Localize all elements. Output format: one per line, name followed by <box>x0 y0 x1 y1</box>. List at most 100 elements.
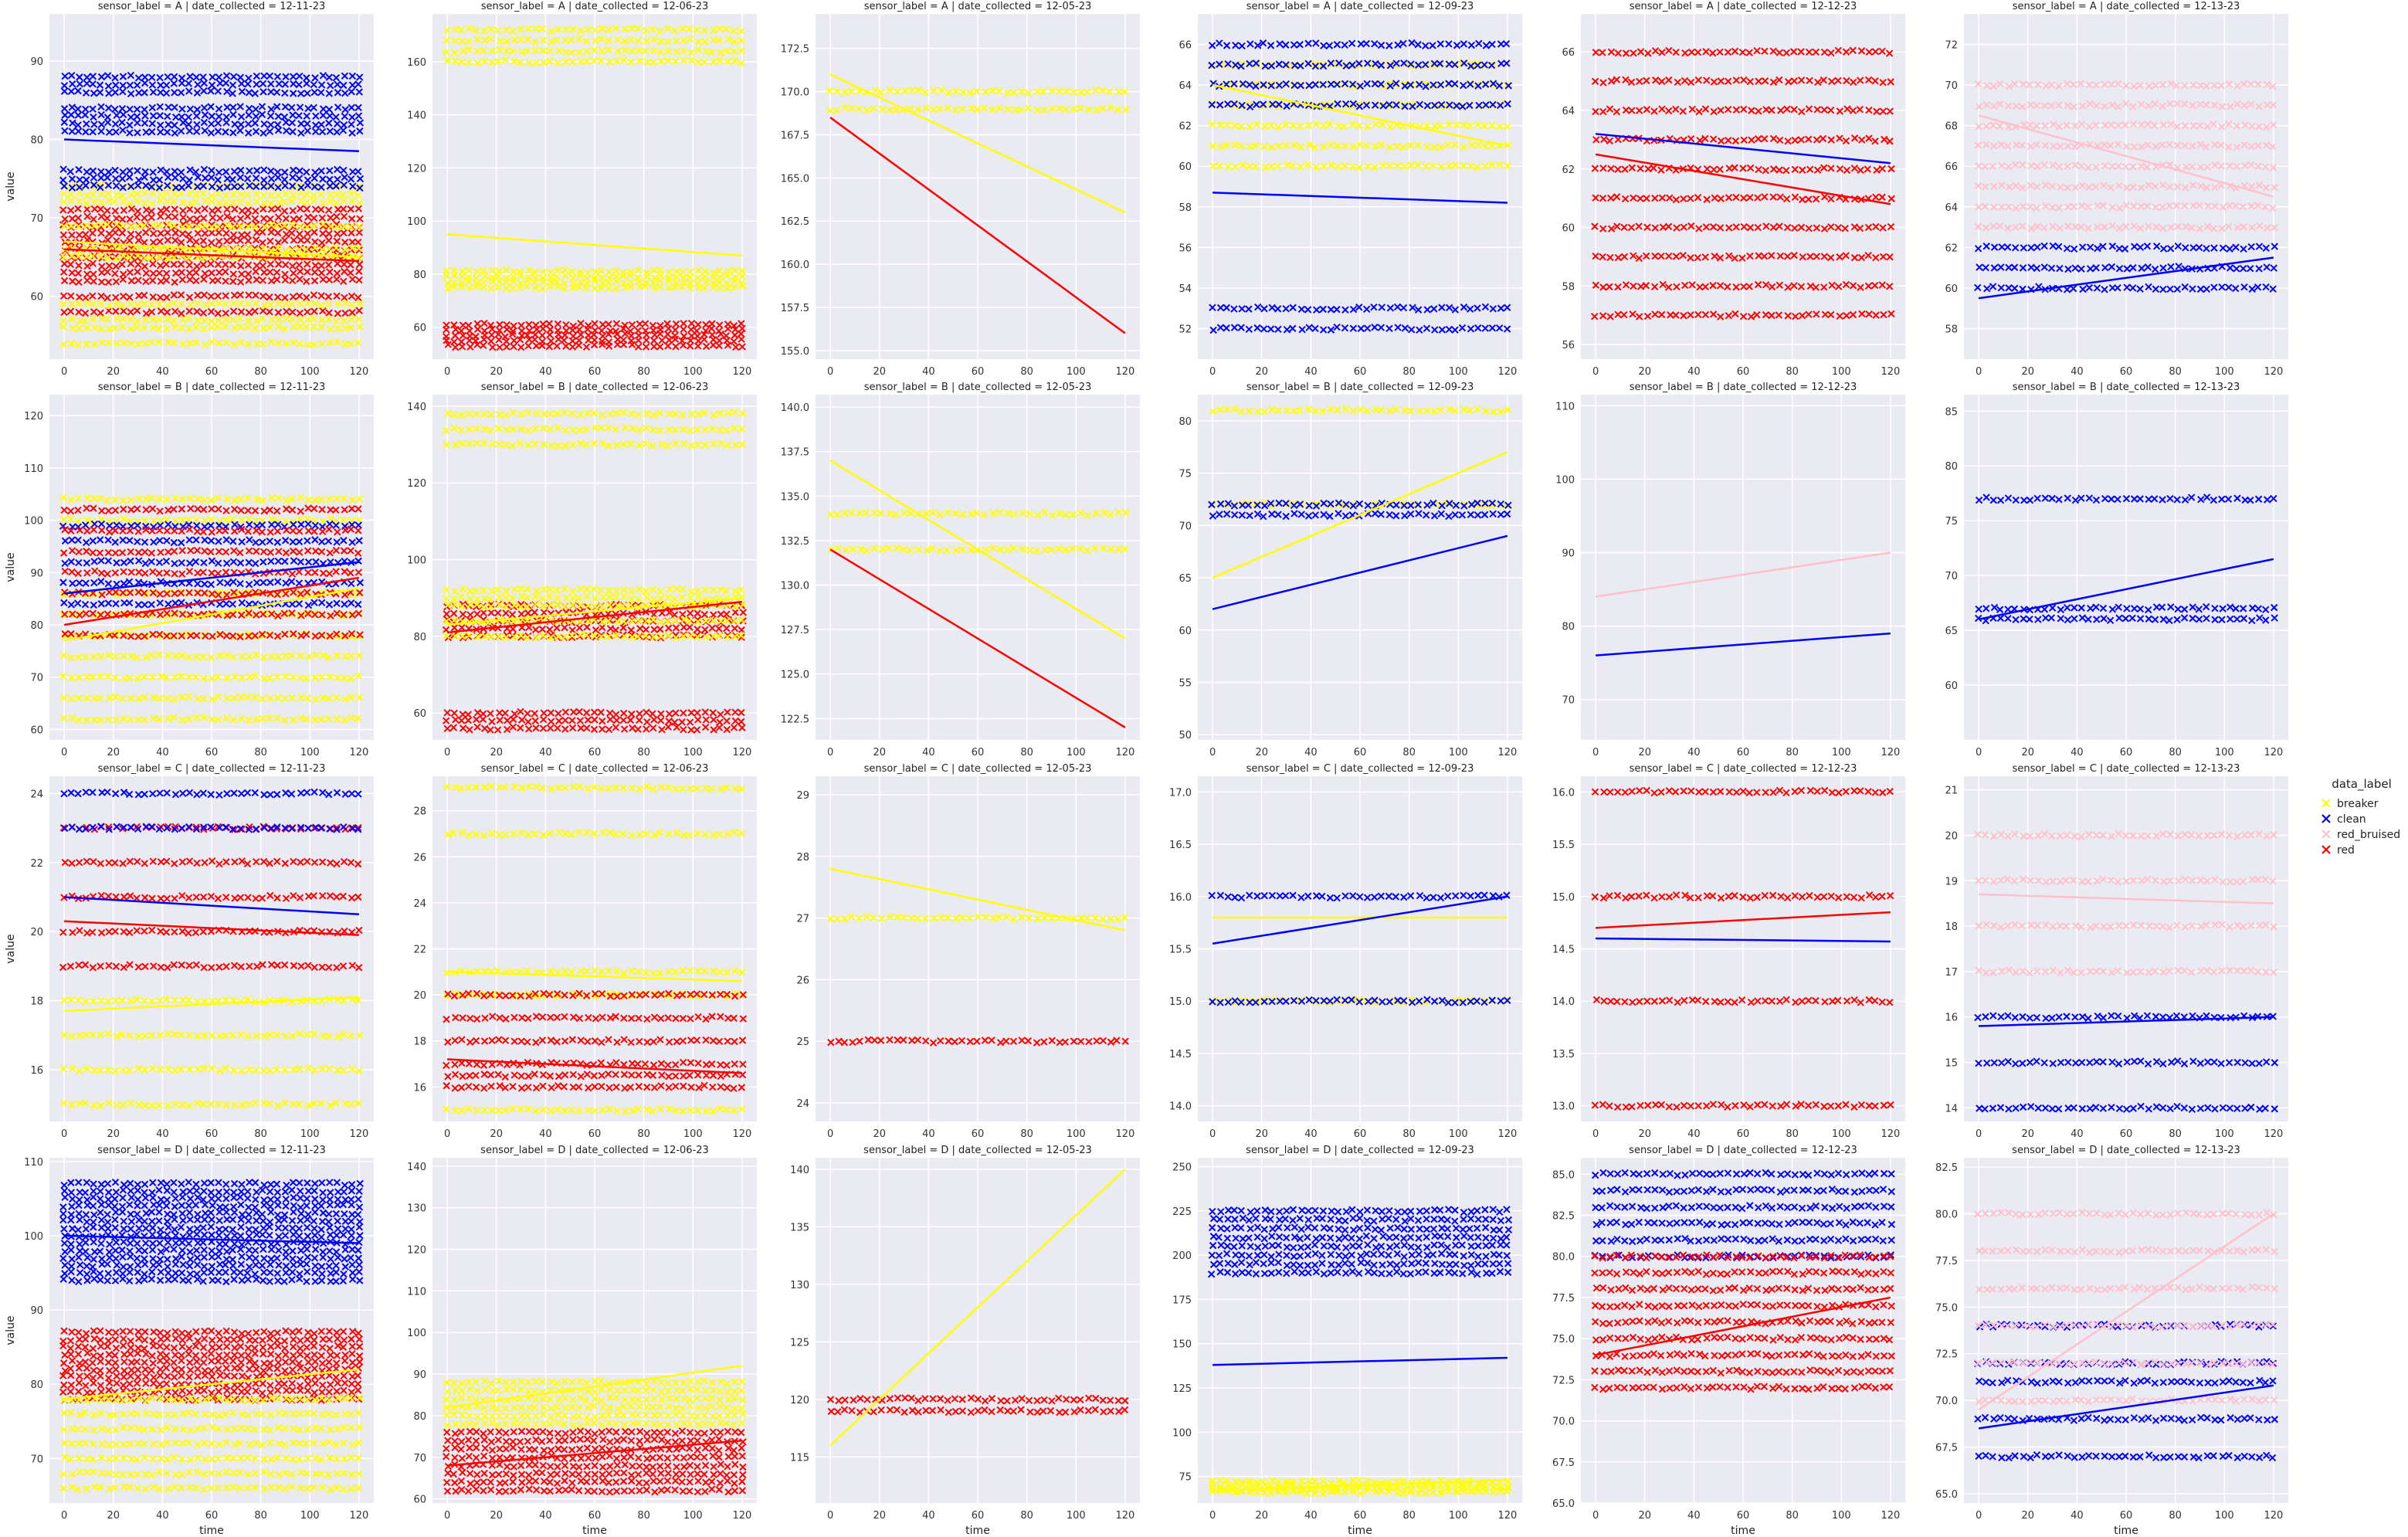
scatter-markers <box>1976 100 2277 110</box>
x-tick-label: 0 <box>1209 366 1216 378</box>
y-tick-label: 140 <box>407 1162 426 1173</box>
legend-title: data_label <box>2332 777 2392 792</box>
scatter-markers <box>59 672 362 683</box>
y-tick-label: 67.5 <box>1935 1443 1958 1454</box>
scatter-markers <box>1591 222 1895 232</box>
scatter-markers <box>826 912 1128 924</box>
scatter-markers <box>61 536 363 547</box>
scatter-markers <box>1976 1283 2278 1294</box>
regression-line-clean <box>1595 133 1891 165</box>
scatter-markers <box>1209 1232 1511 1243</box>
y-tick-label: 68 <box>1945 121 1958 133</box>
y-tick-label: 160 <box>407 57 426 69</box>
x-tick-label: 0 <box>1976 747 1982 758</box>
scatter-markers <box>443 707 745 718</box>
scatter-markers <box>443 1419 745 1430</box>
scatter-markers <box>59 338 362 349</box>
scatter-band-red <box>442 1427 747 1496</box>
regression-line-red_bruised <box>1595 551 1891 598</box>
y-tick-label: 70 <box>1179 521 1192 532</box>
y-tick-label: 66 <box>1179 39 1192 51</box>
x-tick-label: 40 <box>1304 1510 1318 1522</box>
x-axis-label: time <box>199 1525 224 1537</box>
scatter-markers <box>1976 1102 2278 1114</box>
scatter-markers <box>60 103 362 114</box>
scatter-markers <box>59 322 364 333</box>
x-tick-label: 80 <box>254 747 267 758</box>
scatter-band-clean <box>60 788 362 833</box>
x-tick-label: 80 <box>254 1128 267 1140</box>
x-tick-label: 20 <box>1255 1510 1268 1522</box>
scatter-markers <box>1975 603 2278 614</box>
x-tick-label: 120 <box>349 1128 368 1140</box>
y-tick-label: 21 <box>1945 785 1958 797</box>
scatter-markers <box>1592 1218 1896 1229</box>
y-tick-label: 75 <box>1179 469 1192 480</box>
scatter-markers <box>443 1485 747 1496</box>
x-tick-label: 20 <box>490 1128 503 1140</box>
regression-line-red <box>1595 1296 1891 1356</box>
facet-panel: 0 20 40 60 80 100 120 75 100 125 150 175 200 225 250 se… <box>1172 1145 1522 1537</box>
scatter-markers <box>1974 141 2277 151</box>
y-tick-label: 60 <box>1945 680 1958 692</box>
scatter-markers <box>826 87 1128 97</box>
x-tick-label: 60 <box>205 747 219 758</box>
regression-line-breaker <box>64 240 359 259</box>
x-tick-label: 100 <box>300 366 320 378</box>
y-axis-label: value <box>5 552 17 582</box>
x-tick-label: 40 <box>922 747 935 758</box>
y-tick-label: 85 <box>1945 406 1958 418</box>
scatter-markers <box>442 1104 746 1115</box>
scatter-markers <box>60 220 363 231</box>
scatter-markers <box>61 212 364 223</box>
y-tick-label: 80 <box>30 1379 43 1391</box>
x-tick-label: 100 <box>1832 747 1851 758</box>
x-tick-label: 40 <box>539 366 552 378</box>
legend-label: clean <box>2337 813 2366 826</box>
scatter-markers <box>59 1200 364 1212</box>
scatter-markers <box>1973 1208 2277 1220</box>
panel-title: sensor_label = B | date_collected = 12-0… <box>481 382 709 393</box>
regression-line-red <box>1596 911 1891 929</box>
regression-line-clean <box>1595 632 1891 657</box>
panel-marks <box>1595 551 1891 657</box>
y-tick-label: 157.5 <box>781 303 809 314</box>
scatter-markers <box>443 1013 748 1023</box>
regression-line-red <box>1595 153 1891 205</box>
x-tick-label: 40 <box>1687 366 1701 378</box>
x-tick-label: 60 <box>588 1510 602 1522</box>
scatter-markers <box>61 1349 364 1360</box>
y-tick-label: 66 <box>1945 161 1958 173</box>
x-tick-label: 100 <box>1832 1128 1851 1140</box>
panel-marks <box>1974 830 2279 1114</box>
regression-line-red <box>446 600 743 634</box>
panel-title: sensor_label = B | date_collected = 12-1… <box>98 382 326 393</box>
regression-line-breaker <box>447 233 742 257</box>
scatter-band-breaker <box>826 87 1130 114</box>
scatter-markers <box>60 181 364 192</box>
x-tick-label: 100 <box>1449 747 1468 758</box>
y-tick-label: 100 <box>407 555 426 567</box>
x-tick-label: 40 <box>1304 1128 1318 1140</box>
scatter-markers <box>1592 1202 1895 1213</box>
y-tick-label: 120 <box>407 163 426 175</box>
scatter-markers <box>443 592 746 603</box>
scatter-markers <box>60 1393 364 1405</box>
y-tick-label: 75.0 <box>1552 1334 1575 1345</box>
y-tick-label: 60 <box>413 708 426 720</box>
x-tick-label: 60 <box>1354 1128 1367 1140</box>
scatter-markers <box>61 557 362 568</box>
y-tick-label: 14.0 <box>1552 996 1575 1008</box>
panel-title: sensor_label = B | date_collected = 12-0… <box>864 382 1092 393</box>
y-axis-label: value <box>5 171 17 201</box>
panel-marks <box>59 71 365 349</box>
y-tick-label: 64 <box>1179 80 1192 92</box>
y-tick-label: 70 <box>30 213 43 225</box>
scatter-markers <box>1592 996 1894 1006</box>
x-tick-label: 80 <box>1020 1510 1033 1522</box>
x-tick-label: 100 <box>2215 1128 2234 1140</box>
panel-title: sensor_label = A | date_collected = 12-0… <box>864 1 1092 12</box>
scatter-markers <box>61 126 364 137</box>
scatter-markers <box>443 1081 746 1092</box>
y-tick-label: 125.0 <box>781 670 809 681</box>
